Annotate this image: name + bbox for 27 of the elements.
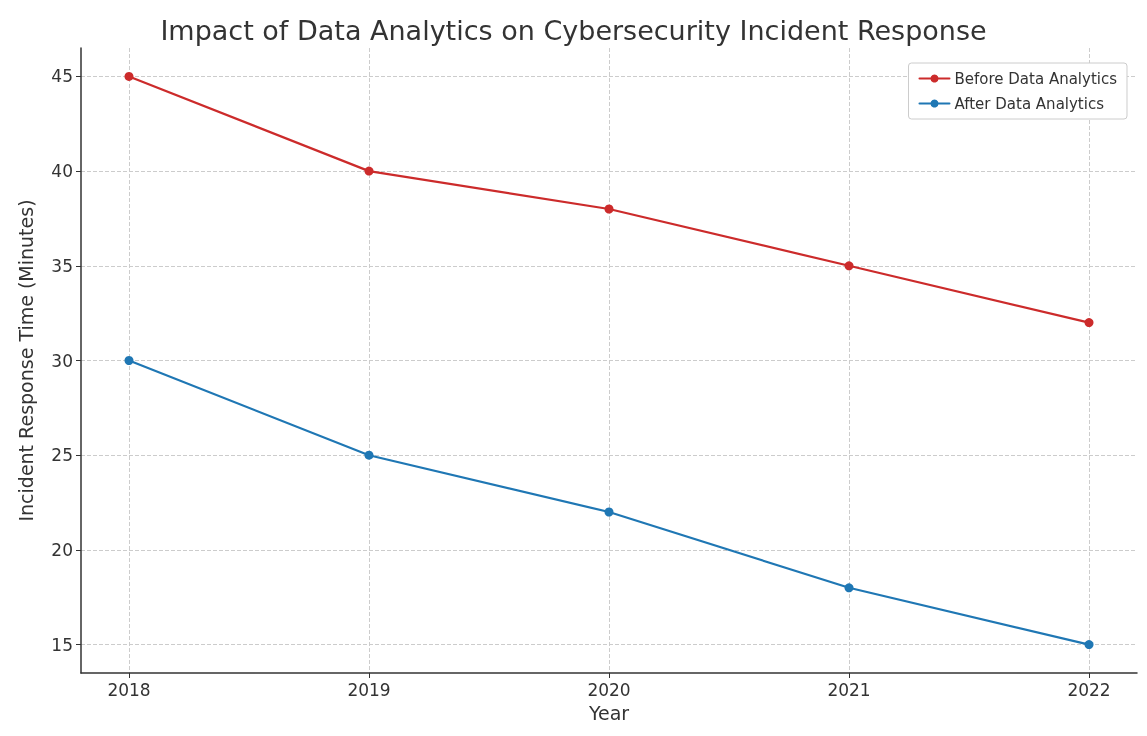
- legend-label: After Data Analytics: [954, 94, 1105, 113]
- point: [604, 507, 614, 517]
- y-tick-label: 45: [51, 66, 73, 87]
- x-axis-title: Year: [587, 701, 630, 724]
- chart-title: Impact of Data Analytics on Cybersecurity Incident Response: [160, 15, 987, 46]
- point: [1084, 640, 1094, 650]
- y-axis-title: Incident Response Time (Minutes): [14, 199, 37, 522]
- point: [364, 166, 374, 176]
- y-tick-label: 30: [51, 350, 73, 371]
- point: [124, 356, 134, 365]
- point: [1084, 318, 1094, 328]
- legend-label: Before Data Analytics: [954, 69, 1118, 88]
- y-tick-label: 35: [51, 255, 73, 276]
- x-tick-label: 2022: [1067, 679, 1111, 700]
- x-tick-label: 2021: [827, 679, 871, 700]
- point: [844, 583, 854, 593]
- point: [844, 261, 854, 271]
- y-tick-label: 40: [51, 161, 73, 182]
- y-tick-label: 20: [51, 539, 73, 560]
- point: [604, 204, 614, 214]
- x-tick-label: 2018: [107, 679, 151, 700]
- x-tick-label: 2020: [587, 679, 631, 700]
- y-tick-label: 15: [51, 634, 73, 655]
- point: [124, 71, 134, 81]
- y-tick-label: 25: [51, 445, 73, 466]
- x-tick-label: 2019: [347, 679, 391, 700]
- point: [364, 450, 374, 460]
